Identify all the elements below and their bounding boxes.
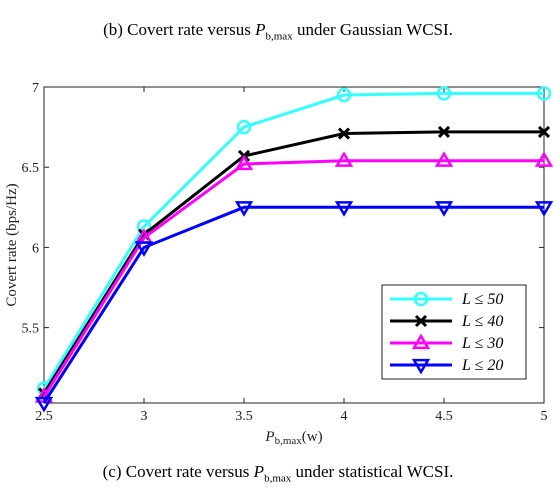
data-point <box>334 151 354 167</box>
data-point <box>334 201 354 217</box>
x-tick-label: 2.5 <box>35 409 53 424</box>
data-point <box>537 125 551 138</box>
data-point <box>234 201 254 217</box>
x-tick-label: 3.5 <box>235 409 253 424</box>
y-axis-label: Covert rate (bps/Hz) <box>4 183 20 306</box>
legend-box <box>381 284 527 380</box>
legend-marker <box>411 358 431 375</box>
x-axis-label: Pb,max(w) <box>264 429 322 447</box>
series-line-2 <box>42 159 544 398</box>
data-point <box>337 127 351 140</box>
data-point <box>436 86 452 101</box>
x-tick-label: 5 <box>541 409 548 424</box>
series-line-1 <box>42 130 544 395</box>
data-point <box>236 119 252 135</box>
data-point <box>336 87 352 103</box>
data-point <box>534 201 554 217</box>
series-line-3 <box>42 205 544 404</box>
data-point <box>134 241 154 257</box>
x-tick-label: 4.5 <box>435 409 453 424</box>
y-tick-label: 6 <box>32 241 39 256</box>
data-point <box>234 154 254 171</box>
x-tick-label: 4 <box>341 409 348 424</box>
data-point <box>434 201 454 217</box>
x-tick-label: 3 <box>141 409 148 424</box>
data-point <box>437 125 451 138</box>
legend-marker <box>413 291 429 307</box>
legend-marker <box>411 333 431 350</box>
data-point <box>536 86 552 101</box>
data-point <box>534 151 554 167</box>
y-tick-label: 6.5 <box>22 161 40 176</box>
y-tick-label: 7 <box>32 81 39 96</box>
legend-marker <box>414 314 428 328</box>
caption-bottom: (c) Covert rate versus Pb,max under stat… <box>102 462 454 485</box>
data-point <box>34 396 54 413</box>
legend-label: L ≤ 30 <box>461 335 503 352</box>
caption-top: (b) Covert rate versus Pb,max under Gaus… <box>103 20 453 43</box>
data-point <box>434 151 454 167</box>
y-tick-label: 5.5 <box>22 322 40 337</box>
legend-label: L ≤ 50 <box>461 291 503 308</box>
series-line-0 <box>42 91 544 390</box>
legend-label: L ≤ 40 <box>461 313 503 330</box>
legend-label: L ≤ 20 <box>461 357 503 374</box>
